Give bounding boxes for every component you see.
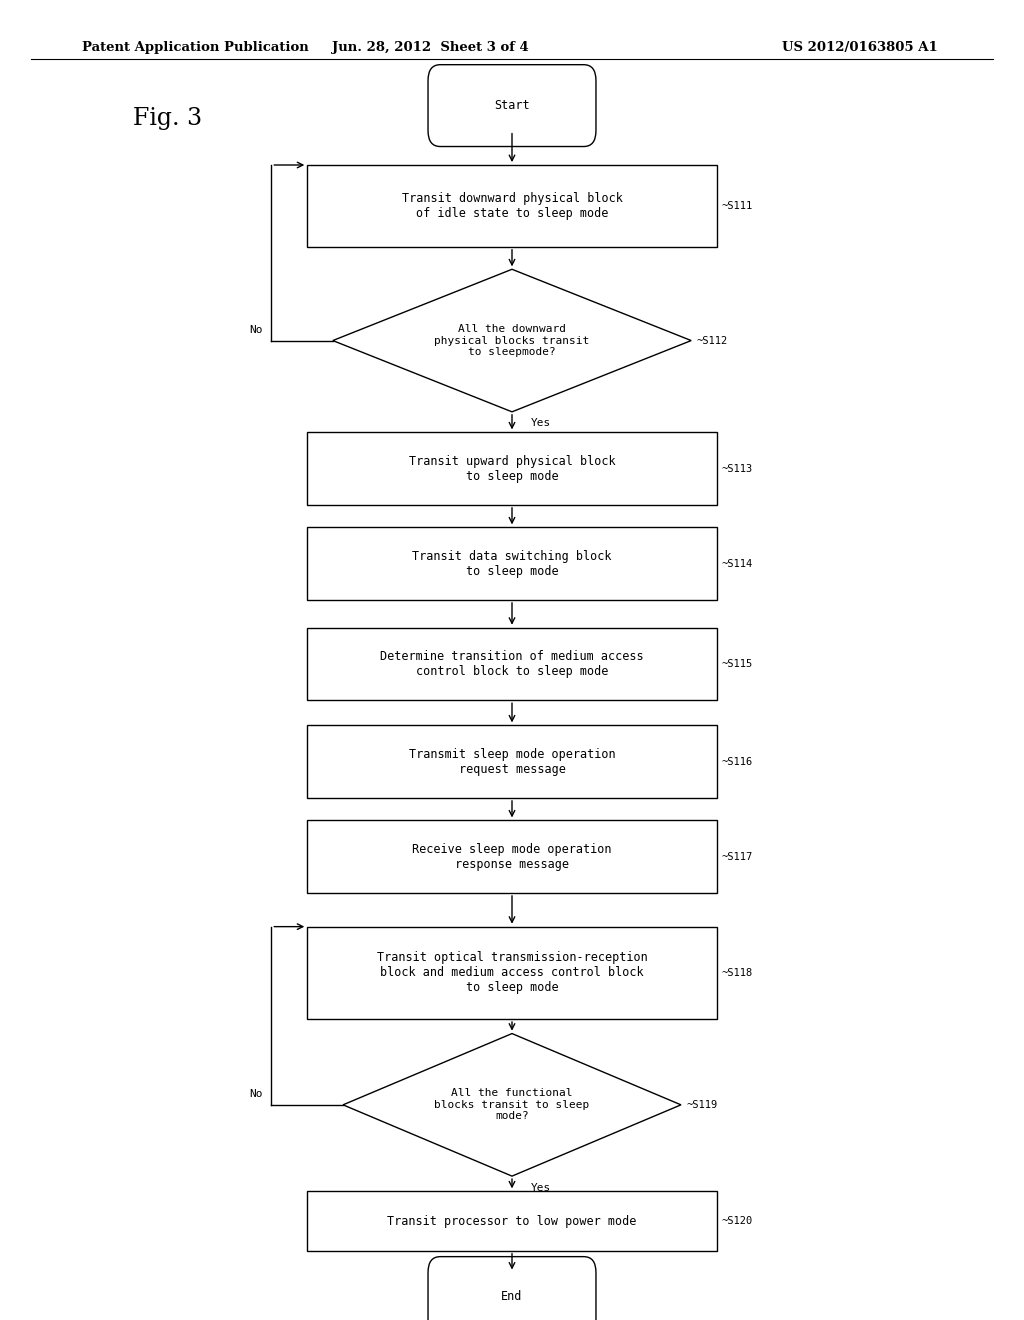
- Text: All the downward
physical blocks transit
to sleepmode?: All the downward physical blocks transit…: [434, 323, 590, 358]
- FancyBboxPatch shape: [428, 1257, 596, 1320]
- Text: Receive sleep mode operation
response message: Receive sleep mode operation response me…: [413, 842, 611, 871]
- FancyBboxPatch shape: [307, 527, 717, 599]
- Text: ~S113: ~S113: [722, 463, 754, 474]
- Text: Patent Application Publication: Patent Application Publication: [82, 41, 308, 54]
- FancyBboxPatch shape: [307, 628, 717, 700]
- Polygon shape: [343, 1034, 681, 1176]
- Text: Start: Start: [495, 99, 529, 112]
- Text: Transit optical transmission-reception
block and medium access control block
to : Transit optical transmission-reception b…: [377, 952, 647, 994]
- Text: Determine transition of medium access
control block to sleep mode: Determine transition of medium access co…: [380, 649, 644, 678]
- FancyBboxPatch shape: [428, 65, 596, 147]
- Text: US 2012/0163805 A1: US 2012/0163805 A1: [782, 41, 938, 54]
- Text: All the functional
blocks transit to sleep
mode?: All the functional blocks transit to sle…: [434, 1088, 590, 1122]
- Text: ~S116: ~S116: [722, 756, 754, 767]
- FancyBboxPatch shape: [307, 1191, 717, 1251]
- Text: Fig. 3: Fig. 3: [133, 107, 203, 131]
- FancyBboxPatch shape: [307, 432, 717, 504]
- FancyBboxPatch shape: [307, 726, 717, 797]
- FancyBboxPatch shape: [307, 821, 717, 894]
- Text: ~S118: ~S118: [722, 968, 754, 978]
- Text: Yes: Yes: [530, 418, 551, 429]
- Text: ~S120: ~S120: [722, 1216, 754, 1226]
- Text: ~S111: ~S111: [722, 201, 754, 211]
- Text: Transit upward physical block
to sleep mode: Transit upward physical block to sleep m…: [409, 454, 615, 483]
- Text: End: End: [502, 1290, 522, 1303]
- Text: ~S112: ~S112: [696, 335, 728, 346]
- Text: No: No: [250, 1089, 263, 1100]
- Text: ~S114: ~S114: [722, 558, 754, 569]
- Text: Transit data switching block
to sleep mode: Transit data switching block to sleep mo…: [413, 549, 611, 578]
- FancyBboxPatch shape: [307, 927, 717, 1019]
- Text: ~S119: ~S119: [686, 1100, 718, 1110]
- Polygon shape: [333, 269, 691, 412]
- Text: Transit downward physical block
of idle state to sleep mode: Transit downward physical block of idle …: [401, 191, 623, 220]
- Text: Transit processor to low power mode: Transit processor to low power mode: [387, 1214, 637, 1228]
- Text: ~S117: ~S117: [722, 851, 754, 862]
- Text: ~S115: ~S115: [722, 659, 754, 669]
- Text: Yes: Yes: [530, 1183, 551, 1193]
- Text: Transmit sleep mode operation
request message: Transmit sleep mode operation request me…: [409, 747, 615, 776]
- Text: No: No: [250, 325, 263, 335]
- FancyBboxPatch shape: [307, 165, 717, 247]
- Text: Jun. 28, 2012  Sheet 3 of 4: Jun. 28, 2012 Sheet 3 of 4: [332, 41, 528, 54]
